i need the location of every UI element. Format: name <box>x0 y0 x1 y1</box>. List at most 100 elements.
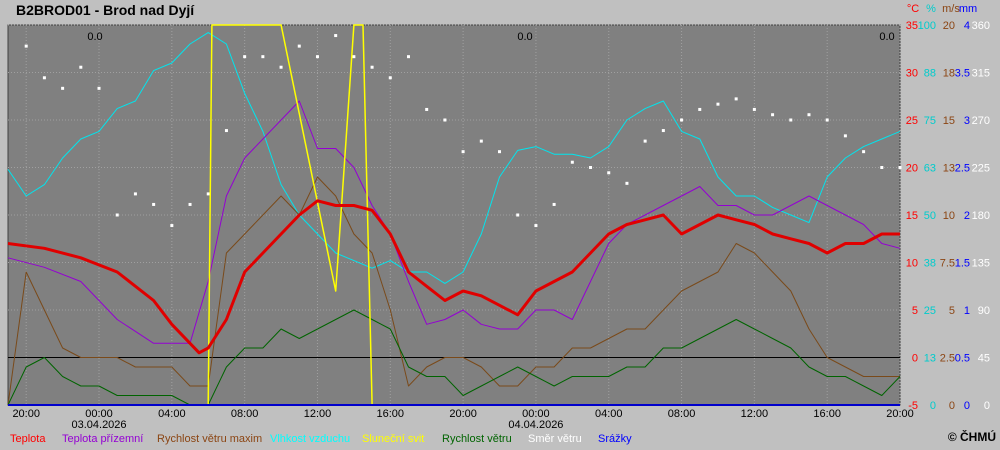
precip-annotation: 0.0 <box>517 31 532 43</box>
x-date-label: 04.04.2026 <box>508 419 563 430</box>
unit-labels: °C% m/smm <box>907 3 977 15</box>
x-tick-label: 20:00 <box>449 408 477 420</box>
unit-label: m/s <box>942 3 960 15</box>
legend-item: Sluneční svit <box>362 433 425 445</box>
wind-direction-point <box>79 65 83 69</box>
right-tick-label: 30 <box>906 68 918 80</box>
wind-direction-point <box>61 86 65 90</box>
series-smer-vetru <box>24 34 902 228</box>
right-tick-label: 3 <box>964 115 970 127</box>
right-tick-label: 135 <box>972 258 990 270</box>
x-tick-label: 04:00 <box>158 408 186 420</box>
wind-direction-point <box>862 150 866 154</box>
series-layer <box>7 24 902 406</box>
legend-item: Směr větru <box>528 433 582 445</box>
wind-direction-point <box>825 118 829 122</box>
right-tick-label: 5 <box>912 305 918 317</box>
series-rychlost-v-tru <box>7 309 901 406</box>
right-tick-label: 5 <box>949 305 955 317</box>
wind-direction-point <box>243 55 247 59</box>
precip-annotation: 0.0 <box>879 31 894 43</box>
right-tick-label: 2.5 <box>955 163 970 175</box>
x-date-label: 03.04.2026 <box>71 419 126 430</box>
chart: °C% m/smm 35302520151050-5100887563503825… <box>7 3 990 430</box>
wind-direction-point <box>479 139 483 143</box>
legend-item: Vlhkost vzduchu <box>270 433 351 445</box>
unit-label: °C <box>907 3 919 15</box>
wind-direction-point <box>406 55 410 59</box>
right-tick-label: 45 <box>978 353 990 365</box>
wind-direction-point <box>607 171 611 175</box>
wind-direction-point <box>807 113 811 117</box>
wind-direction-point <box>42 76 46 80</box>
right-tick-label: -5 <box>908 400 918 412</box>
series-vlhkost-vzduchu <box>7 32 901 284</box>
wind-direction-point <box>498 150 502 154</box>
x-tick-label: 08:00 <box>668 408 696 420</box>
right-tick-label: 10 <box>943 210 955 222</box>
right-tick-label: 13 <box>924 353 936 365</box>
x-tick-label: 16:00 <box>377 408 405 420</box>
wind-direction-point <box>370 65 374 69</box>
wind-direction-point <box>97 86 101 90</box>
wind-direction-point <box>516 213 520 217</box>
precip-annotations: 0.0 0.0 0.0 <box>87 31 894 43</box>
wind-direction-point <box>752 107 756 111</box>
unit-label: % <box>926 3 936 15</box>
wind-direction-point <box>388 76 392 80</box>
wind-direction-point <box>425 107 429 111</box>
wind-direction-point <box>334 34 338 38</box>
wind-direction-point <box>115 213 119 217</box>
wind-direction-point <box>297 44 301 48</box>
wind-direction-point <box>443 118 447 122</box>
x-tick-label: 04:00 <box>595 408 623 420</box>
right-tick-label: 18 <box>943 68 955 80</box>
legend-item: Teplota přízemní <box>62 433 144 445</box>
series-teplota-p-zemn- <box>7 100 901 344</box>
right-tick-label: 0 <box>930 400 936 412</box>
right-tick-label: 20 <box>906 163 918 175</box>
right-tick-label: 63 <box>924 163 936 175</box>
wind-direction-point <box>534 224 538 228</box>
x-tick-label: 20:00 <box>12 408 40 420</box>
unit-label: mm <box>959 3 977 15</box>
right-tick-label: 1.5 <box>955 258 970 270</box>
right-tick-label: 0 <box>912 353 918 365</box>
wind-direction-point <box>698 107 702 111</box>
legend-item: Rychlost větru maxim <box>157 433 263 445</box>
wind-direction-point <box>552 202 556 206</box>
wind-direction-point <box>570 160 574 164</box>
wind-direction-point <box>224 129 228 133</box>
right-tick-label: 1 <box>964 305 970 317</box>
right-tick-label: 13 <box>943 163 955 175</box>
legend-item: Rychlost větru <box>442 433 512 445</box>
right-tick-label: 50 <box>924 210 936 222</box>
wind-direction-point <box>352 55 356 59</box>
wind-direction-point <box>24 44 28 48</box>
x-tick-label: 08:00 <box>231 408 259 420</box>
right-tick-label: 10 <box>906 258 918 270</box>
legend: Teplota Teplota přízemní Rychlost větru ma… <box>0 430 1000 450</box>
wind-direction-point <box>771 113 775 117</box>
wind-direction-point <box>880 166 884 169</box>
wind-direction-point <box>716 102 720 106</box>
right-tick-label: 0.5 <box>955 353 970 365</box>
precip-annotation: 0.0 <box>87 31 102 43</box>
right-tick-label: 180 <box>972 210 990 222</box>
x-tick-label: 12:00 <box>741 408 769 420</box>
right-tick-label: 3.5 <box>955 68 970 80</box>
page-title: B2BROD01 - Brod nad Dyjí <box>16 2 195 18</box>
right-tick-label: 2 <box>964 210 970 222</box>
right-tick-label: 25 <box>924 305 936 317</box>
wind-direction-point <box>279 65 283 69</box>
right-tick-label: 90 <box>978 305 990 317</box>
x-axis: 20:00 00:00 04:00 08:00 12:00 16:00 20:00 00:00… <box>12 408 913 430</box>
legend-item: Teplota <box>10 433 46 445</box>
wind-direction-point <box>206 192 210 196</box>
right-tick-label: 270 <box>972 115 990 127</box>
x-tick-label: 20:00 <box>886 408 914 420</box>
right-tick-label: 315 <box>972 68 990 80</box>
x-tick-label: 16:00 <box>813 408 841 420</box>
legend-item: Srážky <box>598 433 632 445</box>
wind-direction-point <box>461 150 465 154</box>
